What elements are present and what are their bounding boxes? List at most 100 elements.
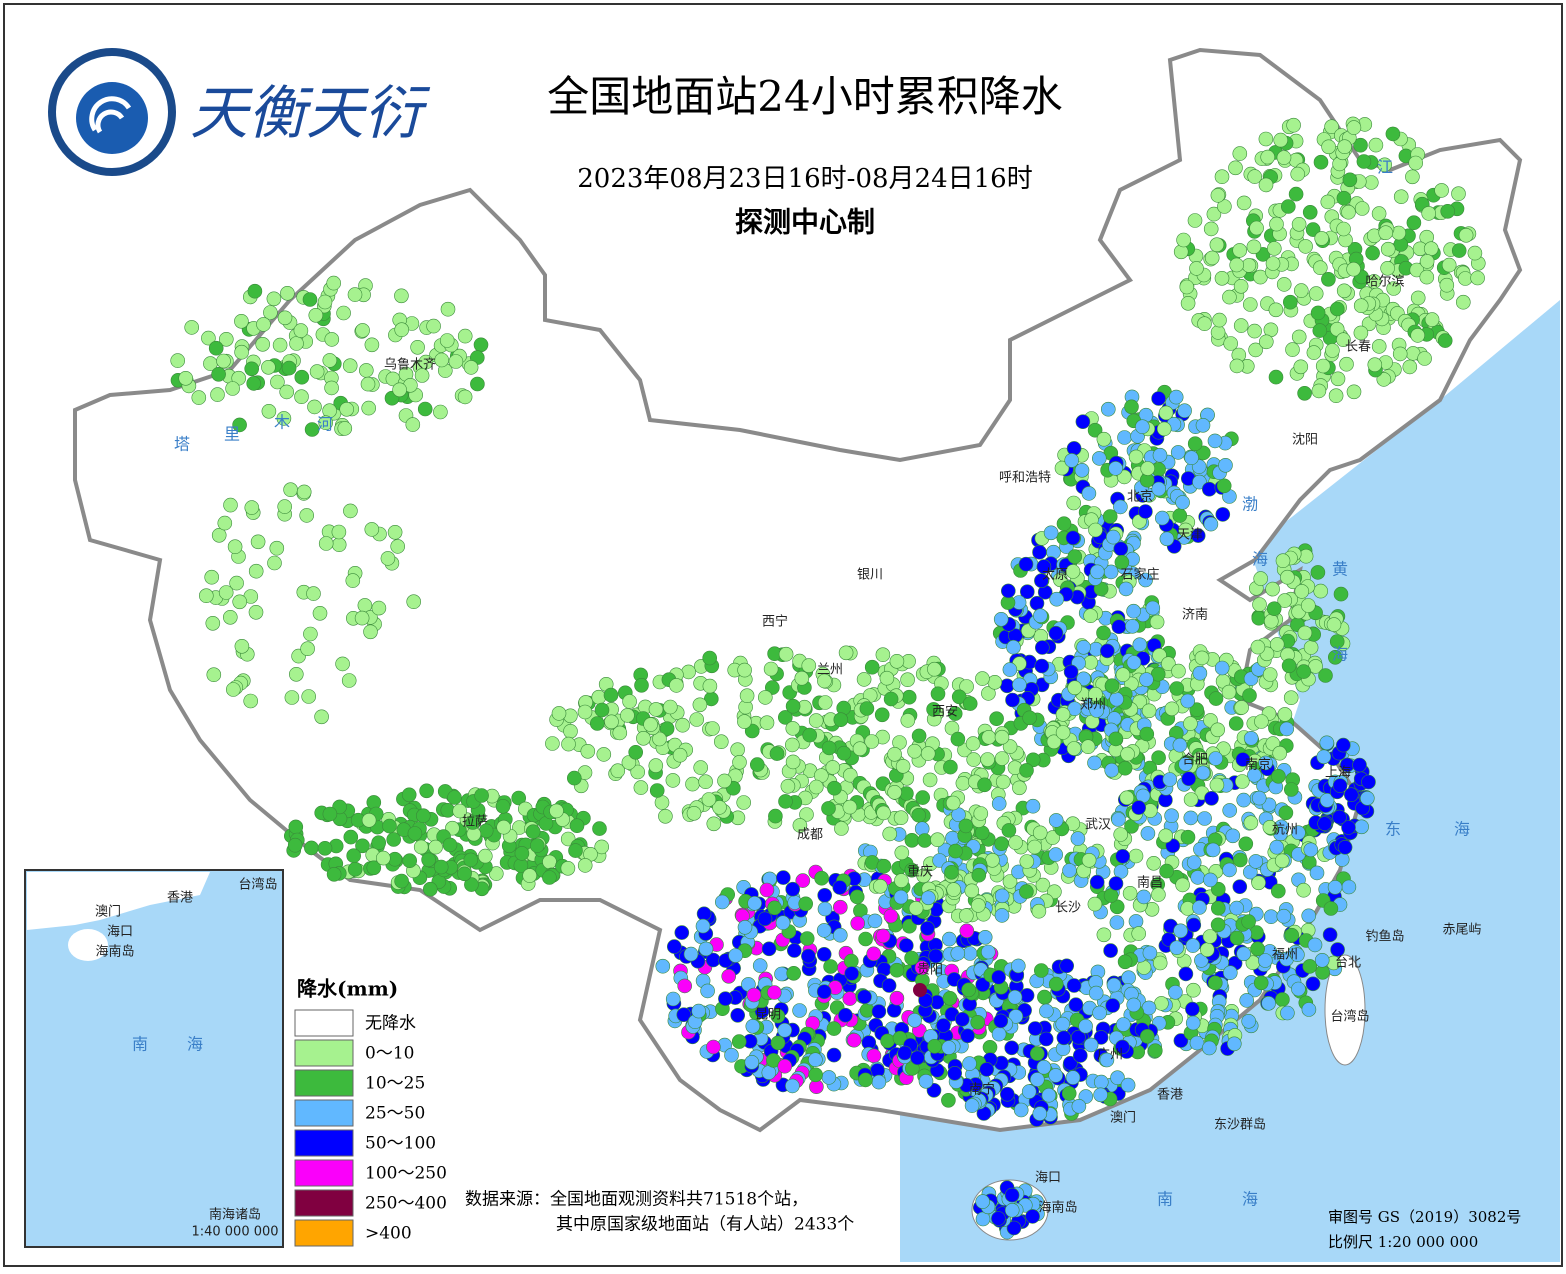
station-dot [1195, 765, 1211, 781]
station-dot [1332, 778, 1348, 793]
station-dot [994, 751, 1010, 766]
station-dot [1321, 271, 1336, 287]
station-dot [1251, 610, 1267, 626]
brand: 天衡天衍 [190, 79, 431, 147]
station-dot [621, 755, 637, 770]
station-dot [1005, 692, 1020, 708]
station-dot [361, 812, 377, 828]
city-label: 杭州 [1272, 823, 1298, 838]
station-dot [1330, 942, 1345, 957]
station-dot [858, 931, 873, 947]
station-dot [1106, 977, 1122, 993]
station-dot [778, 646, 794, 662]
station-dot [1380, 260, 1395, 276]
station-dot [975, 1194, 991, 1209]
station-dot [1458, 228, 1474, 243]
station-dot [1235, 752, 1251, 767]
city-label: 天津 [1177, 528, 1203, 543]
station-dot [1013, 1102, 1029, 1118]
station-dot [1328, 649, 1343, 665]
inset-land [27, 872, 210, 930]
station-dot [1056, 1030, 1072, 1046]
legend-swatch [294, 1039, 354, 1067]
station-dot [1222, 803, 1237, 818]
station-dot [1354, 819, 1369, 835]
station-dot [1303, 842, 1319, 858]
station-dot [580, 743, 596, 759]
station-dot [1202, 481, 1217, 497]
station-dot [1233, 318, 1249, 333]
station-dot [1258, 131, 1274, 147]
station-dot [658, 808, 673, 824]
station-dot [904, 950, 919, 966]
station-dot [798, 896, 814, 912]
station-dot [405, 417, 421, 432]
station-dot [248, 604, 264, 620]
station-dot [744, 1055, 760, 1070]
station-dot [677, 978, 693, 994]
station-dot [339, 401, 355, 417]
station-dot [318, 536, 334, 551]
station-dot [1330, 371, 1346, 387]
station-dot [1214, 660, 1230, 676]
station-dot [300, 641, 315, 657]
station-dot [1173, 1033, 1189, 1048]
station-dot [970, 1014, 986, 1030]
station-dot [1236, 195, 1252, 211]
station-dot [628, 744, 644, 760]
station-dot [1321, 139, 1336, 155]
city-label: 长春 [1345, 340, 1371, 355]
station-dot [676, 1007, 692, 1023]
station-dot [561, 736, 576, 752]
station-dot [1175, 495, 1190, 510]
station-dot [1241, 1013, 1256, 1029]
city-label: 沈阳 [1292, 433, 1318, 448]
station-dot [495, 798, 511, 814]
station-dot [392, 382, 407, 398]
station-dot [1337, 139, 1352, 154]
station-dot [234, 313, 249, 329]
station-dot [1440, 204, 1455, 219]
station-dot [594, 702, 610, 718]
station-dot [900, 713, 916, 728]
station-dot [1056, 516, 1072, 532]
legend-swatch [294, 1099, 354, 1127]
station-dot [1250, 639, 1266, 655]
city-label: 南宁 [969, 1082, 995, 1098]
station-dot [946, 882, 962, 897]
station-dot [832, 927, 848, 943]
station-dot [692, 697, 708, 713]
station-dot [1064, 453, 1079, 468]
station-dot [1030, 1046, 1045, 1061]
station-dot [1297, 385, 1312, 401]
station-dot [1140, 826, 1156, 841]
station-dot [406, 594, 422, 610]
station-dot [1048, 847, 1063, 862]
legend-label: 10～25 [365, 1074, 425, 1094]
station-dot [1333, 586, 1349, 602]
station-dot [1055, 725, 1071, 740]
station-dot [1211, 900, 1226, 916]
station-dot [1253, 975, 1269, 991]
station-dot [901, 689, 917, 705]
station-dot [1172, 508, 1188, 523]
station-dot [1185, 1015, 1201, 1031]
station-dot [947, 706, 963, 721]
station-dot [1019, 988, 1035, 1003]
station-dot [1136, 960, 1152, 975]
station-dot [1151, 887, 1166, 902]
station-dot [898, 938, 914, 953]
station-dot [234, 344, 249, 360]
station-dot [288, 819, 304, 835]
station-dot [648, 702, 664, 717]
station-dot [255, 336, 271, 352]
legend-label: >400 [365, 1224, 412, 1244]
station-dot [1173, 923, 1188, 939]
station-dot [1314, 952, 1330, 968]
station-dot [205, 615, 221, 631]
station-dot [620, 708, 635, 723]
station-dot [447, 790, 462, 805]
station-dot [442, 837, 458, 853]
city-label: 东沙群岛 [1214, 1117, 1266, 1133]
station-dot [1268, 369, 1284, 385]
